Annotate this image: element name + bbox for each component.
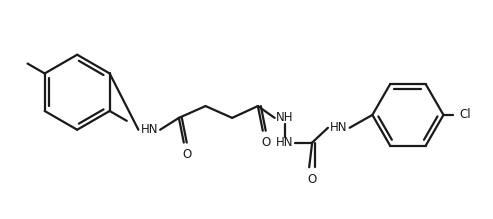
Text: Cl: Cl — [459, 108, 471, 121]
Text: HN: HN — [141, 123, 158, 136]
Text: HN: HN — [276, 136, 293, 149]
Text: NH: NH — [276, 111, 293, 124]
Text: O: O — [261, 136, 270, 149]
Text: O: O — [182, 148, 191, 161]
Text: HN: HN — [330, 121, 348, 134]
Text: O: O — [308, 173, 317, 186]
